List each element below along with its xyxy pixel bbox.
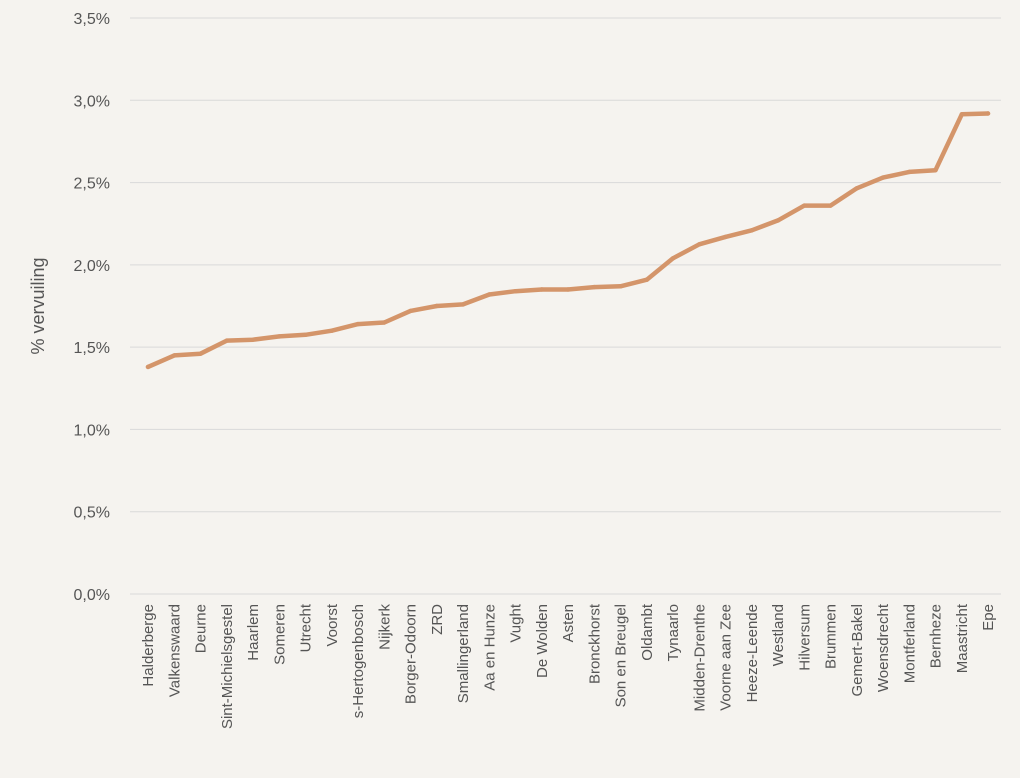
series-group [145, 111, 991, 370]
data-point [802, 203, 807, 208]
x-tick-label: Oldambt [639, 603, 656, 661]
x-tick-label: Voorst [324, 603, 341, 646]
x-tick-label: Gemert-Bakel [849, 604, 866, 697]
x-tick-label: Tynaarlo [665, 604, 682, 662]
data-point [487, 292, 492, 297]
data-point [355, 321, 361, 327]
x-tick-label: s-Hertogenbosch [350, 604, 367, 718]
data-point [408, 308, 413, 314]
gridlines [130, 17, 1001, 595]
data-point [775, 218, 781, 223]
x-tick-label: Bernheze [928, 604, 945, 668]
data-point [933, 168, 938, 173]
data-point [303, 332, 308, 337]
data-point [250, 337, 256, 342]
x-tick-label: Asten [560, 604, 577, 642]
data-point [224, 338, 229, 343]
data-point [460, 302, 466, 307]
x-tick-label: Westland [770, 604, 787, 666]
x-tick-label: Sint-Michielsgestel [219, 604, 236, 729]
x-tick-label: Smallingerland [455, 604, 472, 703]
x-tick-label: Nijkerk [376, 604, 393, 650]
data-point [854, 186, 859, 191]
y-tick-labels: 0,0% 0,5% 1,0% 1,5% 2,0% 2,5% 3,0% 3,5% [74, 11, 110, 604]
data-point [434, 303, 439, 309]
data-point [618, 284, 623, 289]
y-tick-label: 1,0% [74, 422, 110, 439]
y-tick-label: 2,5% [74, 176, 110, 193]
x-tick-label: Epe [980, 604, 997, 631]
x-tick-label: Someren [271, 604, 288, 665]
data-point [828, 203, 833, 208]
data-point [277, 334, 282, 339]
data-point [565, 287, 571, 292]
x-tick-label: Midden-Drenthe [691, 604, 708, 712]
data-point [145, 364, 151, 370]
data-point [172, 353, 177, 358]
data-point [880, 175, 886, 180]
data-point [539, 287, 544, 292]
y-tick-label: 3,5% [74, 11, 110, 28]
x-tick-label: Brummen [823, 604, 840, 669]
y-tick-label: 0,5% [74, 505, 110, 522]
data-point [697, 242, 702, 247]
y-tick-label: 1,5% [74, 340, 110, 357]
y-tick-label: 3,0% [74, 93, 110, 110]
data-point [907, 169, 912, 175]
data-point [644, 277, 649, 282]
x-tick-label: Borger-Odoorn [403, 604, 420, 704]
x-tick-label: Son en Breugel [613, 604, 630, 707]
data-point [985, 111, 991, 116]
x-tick-label: Valkenswaard [166, 604, 183, 697]
x-tick-label: Bronckhorst [586, 603, 603, 684]
x-tick-labels: Halderberge Valkenswaard Deurne Sint-Michie… [140, 603, 997, 729]
data-point [513, 289, 518, 294]
x-tick-label: Deurne [193, 604, 210, 653]
x-tick-label: Hilversum [796, 604, 813, 671]
x-tick-label: Voorne aan Zee [718, 604, 735, 711]
x-tick-label: Vught [508, 603, 525, 642]
data-point [382, 320, 387, 325]
x-tick-label: Haarlem [245, 604, 262, 661]
data-point [198, 351, 203, 356]
x-tick-label: Heeze-Leende [744, 604, 761, 702]
x-tick-label: De Wolden [534, 604, 551, 678]
x-tick-label: ZRD [429, 604, 446, 635]
y-tick-label: 2,0% [74, 258, 110, 275]
data-point [723, 234, 728, 240]
y-tick-label: 0,0% [74, 587, 110, 604]
x-tick-label: Woensdrecht [875, 603, 892, 692]
data-point [670, 256, 676, 261]
y-axis-title: % vervuiling [28, 257, 48, 354]
data-point [959, 112, 964, 117]
x-tick-label: Utrecht [298, 603, 315, 652]
data-point [592, 284, 597, 290]
x-tick-label: Halderberge [140, 604, 157, 687]
x-tick-label: Maastricht [954, 603, 971, 673]
x-tick-label: Montferland [901, 604, 918, 683]
data-point [329, 328, 334, 333]
x-tick-label: Aa en Hunze [481, 604, 498, 691]
data-point [749, 228, 754, 233]
